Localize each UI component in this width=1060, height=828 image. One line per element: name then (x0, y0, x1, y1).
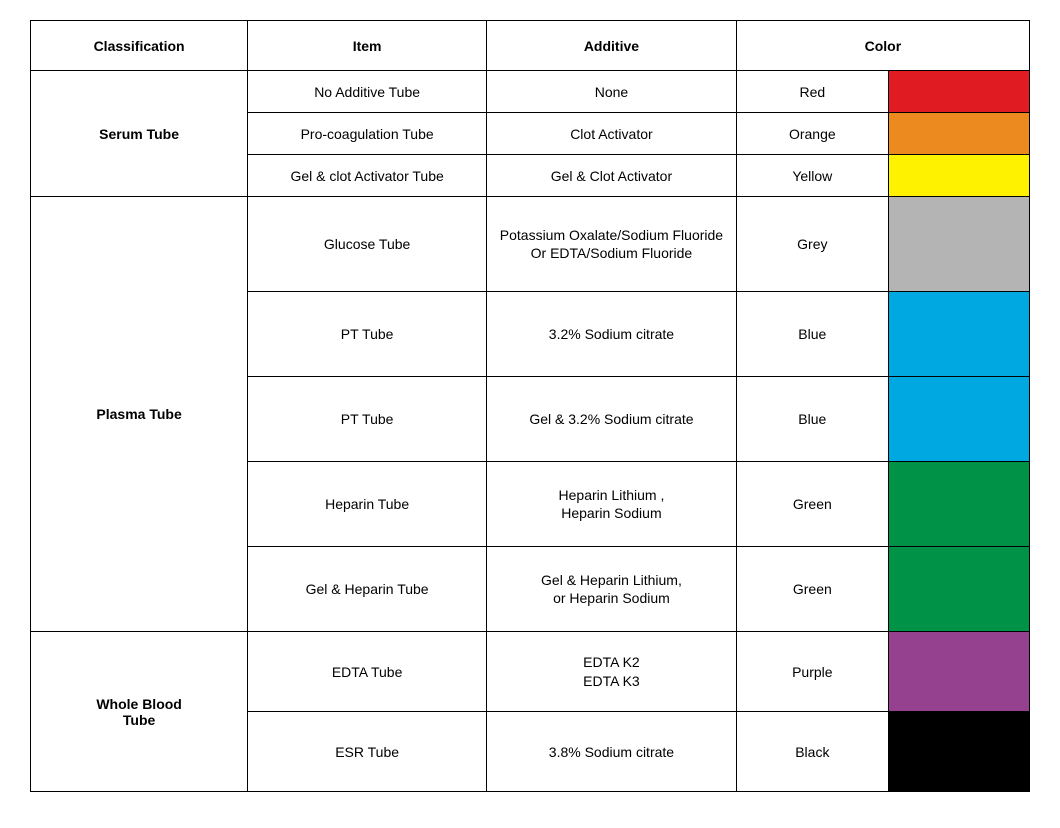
classification-cell: Plasma Tube (31, 197, 248, 632)
color-swatch-cell (888, 113, 1029, 155)
color-name-cell: Blue (736, 292, 888, 377)
item-cell: Gel & Heparin Tube (248, 547, 487, 632)
classification-line2: Tube (123, 712, 155, 728)
item-cell: Pro-coagulation Tube (248, 113, 487, 155)
item-cell: Heparin Tube (248, 462, 487, 547)
color-name-cell: Blue (736, 377, 888, 462)
color-name-cell: Black (736, 712, 888, 792)
item-cell: PT Tube (248, 377, 487, 462)
additive-cell: Heparin Lithium ,Heparin Sodium (487, 462, 737, 547)
color-swatch-cell (888, 377, 1029, 462)
item-cell: PT Tube (248, 292, 487, 377)
additive-cell: Clot Activator (487, 113, 737, 155)
additive-cell: None (487, 71, 737, 113)
item-cell: No Additive Tube (248, 71, 487, 113)
color-swatch-cell (888, 462, 1029, 547)
classification-cell: Serum Tube (31, 71, 248, 197)
color-swatch-cell (888, 197, 1029, 292)
classification-line1: Whole Blood (96, 696, 182, 712)
color-swatch-cell (888, 155, 1029, 197)
color-name-cell: Green (736, 547, 888, 632)
item-cell: Gel & clot Activator Tube (248, 155, 487, 197)
table-row: Plasma Tube Glucose Tube Potassium Oxala… (31, 197, 1030, 292)
color-name-cell: Red (736, 71, 888, 113)
header-additive: Additive (487, 21, 737, 71)
header-classification: Classification (31, 21, 248, 71)
item-cell: Glucose Tube (248, 197, 487, 292)
color-name-cell: Orange (736, 113, 888, 155)
color-swatch-cell (888, 71, 1029, 113)
color-name-cell: Green (736, 462, 888, 547)
item-cell: EDTA Tube (248, 632, 487, 712)
additive-cell: Gel & 3.2% Sodium citrate (487, 377, 737, 462)
additive-cell: Gel & Heparin Lithium,or Heparin Sodium (487, 547, 737, 632)
color-swatch-cell (888, 547, 1029, 632)
table-row: Serum Tube No Additive Tube None Red (31, 71, 1030, 113)
color-swatch-cell (888, 632, 1029, 712)
tube-classification-table: Classification Item Additive Color Serum… (30, 20, 1030, 792)
header-item: Item (248, 21, 487, 71)
color-name-cell: Purple (736, 632, 888, 712)
color-name-cell: Grey (736, 197, 888, 292)
additive-cell: Potassium Oxalate/Sodium FluorideOr EDTA… (487, 197, 737, 292)
header-color: Color (736, 21, 1029, 71)
color-swatch-cell (888, 292, 1029, 377)
table-row: Whole Blood Tube EDTA Tube EDTA K2EDTA K… (31, 632, 1030, 712)
additive-cell: 3.2% Sodium citrate (487, 292, 737, 377)
table-header-row: Classification Item Additive Color (31, 21, 1030, 71)
color-swatch-cell (888, 712, 1029, 792)
color-name-cell: Yellow (736, 155, 888, 197)
item-cell: ESR Tube (248, 712, 487, 792)
additive-cell: Gel & Clot Activator (487, 155, 737, 197)
additive-cell: 3.8% Sodium citrate (487, 712, 737, 792)
classification-cell: Whole Blood Tube (31, 632, 248, 792)
additive-cell: EDTA K2EDTA K3 (487, 632, 737, 712)
